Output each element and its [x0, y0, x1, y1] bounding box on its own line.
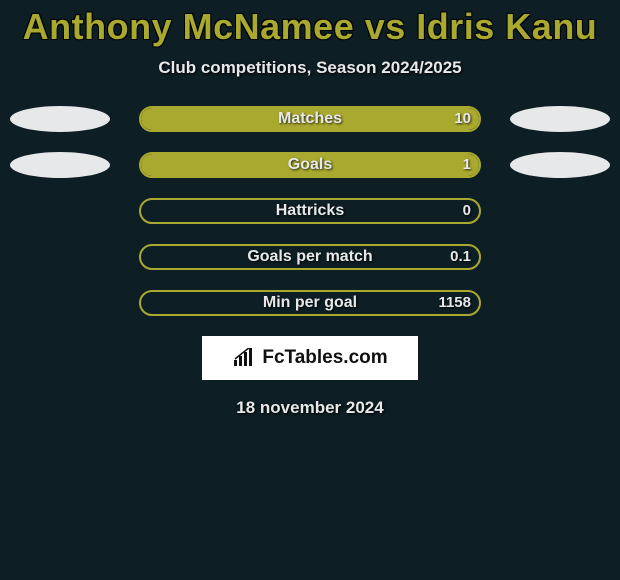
stat-label: Matches: [141, 108, 479, 130]
player-left-marker: [10, 152, 110, 178]
stat-bar: Matches10: [139, 106, 481, 132]
stat-value-right: 10: [454, 108, 471, 130]
player-right-marker: [510, 244, 610, 270]
stat-row: Matches10: [0, 106, 620, 132]
player-right-marker: [510, 152, 610, 178]
comparison-title: Anthony McNamee vs Idris Kanu: [0, 0, 620, 48]
stat-row: Goals per match0.1: [0, 244, 620, 270]
stat-value-right: 0: [463, 200, 471, 222]
stat-row: Min per goal1158: [0, 290, 620, 316]
logo-text: FcTables.com: [262, 347, 387, 369]
stat-value-right: 1158: [438, 292, 471, 314]
stat-label: Goals: [141, 154, 479, 176]
player-left-marker: [10, 106, 110, 132]
player-left-marker: [10, 244, 110, 270]
stat-value-right: 1: [463, 154, 471, 176]
site-logo: FcTables.com: [202, 336, 418, 380]
player-right-marker: [510, 290, 610, 316]
stat-label: Hattricks: [141, 200, 479, 222]
player-left-marker: [10, 290, 110, 316]
player-left-marker: [10, 198, 110, 224]
comparison-chart: Matches10Goals1Hattricks0Goals per match…: [0, 106, 620, 316]
stat-row: Goals1: [0, 152, 620, 178]
stat-bar: Goals1: [139, 152, 481, 178]
comparison-subtitle: Club competitions, Season 2024/2025: [0, 58, 620, 78]
stat-bar: Goals per match0.1: [139, 244, 481, 270]
player-right-marker: [510, 198, 610, 224]
stat-bar: Hattricks0: [139, 198, 481, 224]
stat-label: Min per goal: [141, 292, 479, 314]
chart-icon: [232, 348, 256, 368]
stat-row: Hattricks0: [0, 198, 620, 224]
snapshot-date: 18 november 2024: [0, 398, 620, 418]
player-right-marker: [510, 106, 610, 132]
stat-label: Goals per match: [141, 246, 479, 268]
stat-value-right: 0.1: [450, 246, 471, 268]
stat-bar: Min per goal1158: [139, 290, 481, 316]
